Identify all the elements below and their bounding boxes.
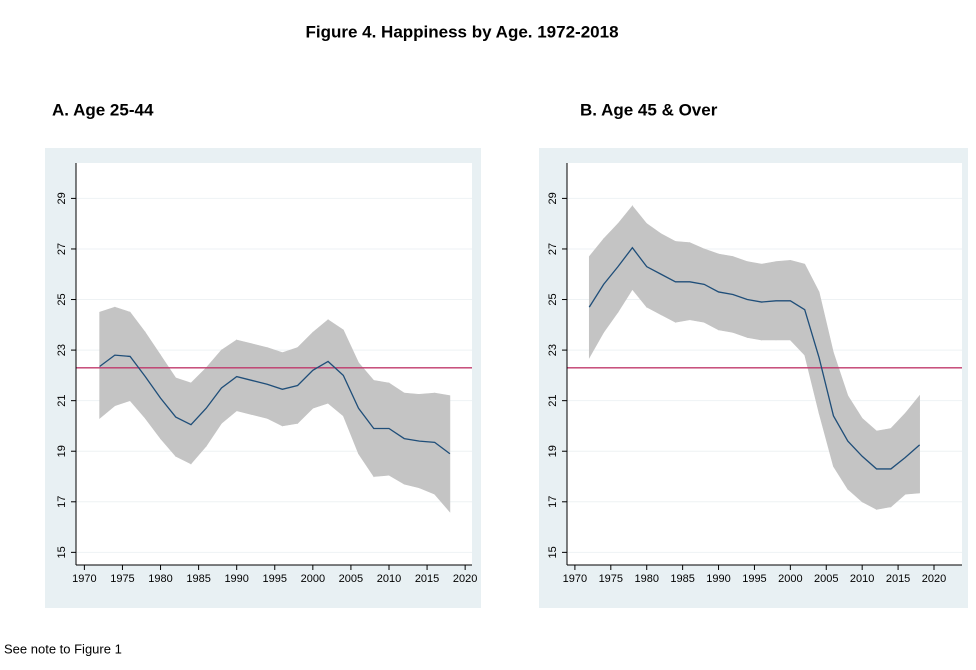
figure-note: See note to Figure 1 bbox=[4, 641, 122, 656]
x-tick-label: 1975 bbox=[599, 573, 623, 585]
x-tick-label: 1980 bbox=[148, 573, 172, 585]
y-tick-label: 17 bbox=[56, 496, 68, 508]
y-tick-label: 23 bbox=[547, 344, 559, 356]
x-tick-label: 1970 bbox=[72, 573, 96, 585]
confidence-band bbox=[904, 394, 920, 495]
y-tick-label: 19 bbox=[56, 445, 68, 457]
confidence-band bbox=[703, 248, 719, 331]
x-tick-label: 1990 bbox=[224, 573, 248, 585]
y-tick-label: 17 bbox=[547, 496, 559, 508]
panel-title: B. Age 45 & Over bbox=[580, 100, 718, 119]
x-tick-label: 1995 bbox=[263, 573, 287, 585]
x-tick-label: 2015 bbox=[886, 573, 910, 585]
x-tick-label: 1990 bbox=[706, 573, 730, 585]
x-tick-label: 2005 bbox=[814, 573, 838, 585]
y-tick-label: 29 bbox=[56, 192, 68, 204]
x-tick-label: 2020 bbox=[453, 573, 477, 585]
panel-title: A. Age 25-44 bbox=[52, 100, 154, 119]
x-tick-label: 1970 bbox=[563, 573, 587, 585]
x-tick-label: 2005 bbox=[339, 573, 363, 585]
confidence-band bbox=[312, 319, 329, 409]
y-tick-label: 15 bbox=[547, 546, 559, 558]
y-tick-label: 29 bbox=[547, 192, 559, 204]
x-tick-label: 1995 bbox=[742, 573, 766, 585]
x-tick-label: 1985 bbox=[186, 573, 210, 585]
confidence-band bbox=[861, 417, 877, 510]
x-tick-label: 2000 bbox=[778, 573, 802, 585]
y-tick-label: 19 bbox=[547, 445, 559, 457]
x-tick-label: 2020 bbox=[922, 573, 946, 585]
x-tick-label: 2015 bbox=[415, 573, 439, 585]
x-tick-label: 1985 bbox=[670, 573, 694, 585]
confidence-band bbox=[646, 223, 662, 316]
confidence-band bbox=[419, 392, 435, 495]
y-tick-label: 27 bbox=[56, 243, 68, 255]
x-tick-label: 2000 bbox=[301, 573, 325, 585]
y-tick-label: 25 bbox=[56, 293, 68, 305]
x-tick-label: 2010 bbox=[377, 573, 401, 585]
x-tick-label: 1980 bbox=[634, 573, 658, 585]
y-tick-label: 15 bbox=[56, 546, 68, 558]
y-tick-label: 23 bbox=[56, 344, 68, 356]
y-tick-label: 27 bbox=[547, 243, 559, 255]
confidence-band bbox=[434, 392, 451, 513]
confidence-band bbox=[99, 306, 116, 419]
y-tick-label: 21 bbox=[56, 395, 68, 407]
estimate-line bbox=[588, 246, 921, 470]
x-tick-label: 1975 bbox=[110, 573, 134, 585]
x-tick-label: 2010 bbox=[850, 573, 874, 585]
figure-title: Figure 4. Happiness by Age. 1972-2018 bbox=[305, 22, 618, 41]
y-tick-label: 21 bbox=[547, 395, 559, 407]
estimate-line bbox=[99, 354, 451, 455]
y-tick-label: 25 bbox=[547, 293, 559, 305]
